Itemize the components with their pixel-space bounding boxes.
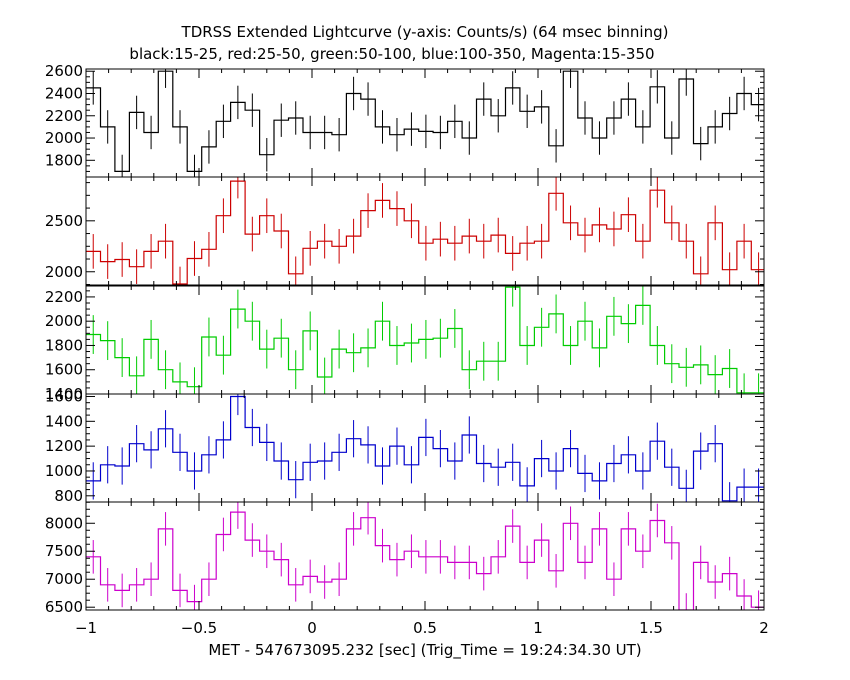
- x-tick-label: −0.5: [181, 619, 217, 637]
- y-tick-label: 2000: [45, 129, 83, 147]
- y-tick-label: 1000: [45, 462, 83, 480]
- panel-frame: [85, 393, 765, 503]
- x-tick-label: 1.5: [639, 619, 663, 637]
- y-tick-label: 2000: [45, 263, 83, 281]
- panel-data: [86, 69, 764, 177]
- x-tick-label: 0: [307, 619, 317, 637]
- series-step-line: [86, 70, 764, 172]
- series-step-line: [86, 395, 764, 502]
- chart-title: TDRSS Extended Lightcurve (y-axis: Count…: [181, 23, 669, 41]
- y-tick-label: 1800: [45, 151, 83, 169]
- x-axis-label: MET - 547673095.232 [sec] (Trig_Time = 1…: [208, 641, 641, 660]
- panels: 1800200022002400260020002500140016001800…: [45, 62, 765, 616]
- y-tick-label: 6500: [45, 598, 83, 616]
- y-tick-label: 7500: [45, 542, 83, 560]
- series-step-line: [86, 511, 764, 610]
- series-step-line: [86, 286, 764, 394]
- y-tick-label: 2500: [45, 212, 83, 230]
- panel-data: [86, 286, 764, 394]
- x-tick-label: 0.5: [413, 619, 437, 637]
- y-tick-label: 2200: [45, 107, 83, 125]
- x-axis: −1 −0.5 0 0.5 1 1.5 2: [75, 619, 769, 637]
- x-tick-label: 2: [759, 619, 769, 637]
- y-tick-label: 2600: [45, 62, 83, 80]
- y-tick-label: 1200: [45, 437, 83, 455]
- x-tick-label: −1: [75, 619, 97, 637]
- y-tick-label: 1600: [45, 361, 83, 379]
- panel-data: [86, 394, 764, 502]
- panel-data: [86, 502, 764, 610]
- y-tick-label: 800: [54, 487, 83, 505]
- y-tick-label: 2400: [45, 84, 83, 102]
- y-tick-label: 1400: [45, 412, 83, 430]
- panel-1: 2000 2500: [45, 176, 765, 286]
- panel-data: [86, 177, 764, 285]
- chart-subtitle: black:15-25, red:25-50, green:50-100, bl…: [129, 45, 654, 63]
- y-tick-label: 2200: [45, 288, 83, 306]
- y-tick-label: 1600: [45, 387, 83, 405]
- y-tick-label: 2000: [45, 312, 83, 330]
- panel-4: 6500 7000 7500 8000: [45, 501, 765, 616]
- y-tick-label: 7000: [45, 570, 83, 588]
- y-tick-label: 1800: [45, 336, 83, 354]
- x-tick-label: 1: [533, 619, 543, 637]
- y-tick-label: 1400: [45, 385, 83, 403]
- y-tick-label: 8000: [45, 514, 83, 532]
- panel-0: 1800 2000 2200 2400 2600: [45, 62, 765, 178]
